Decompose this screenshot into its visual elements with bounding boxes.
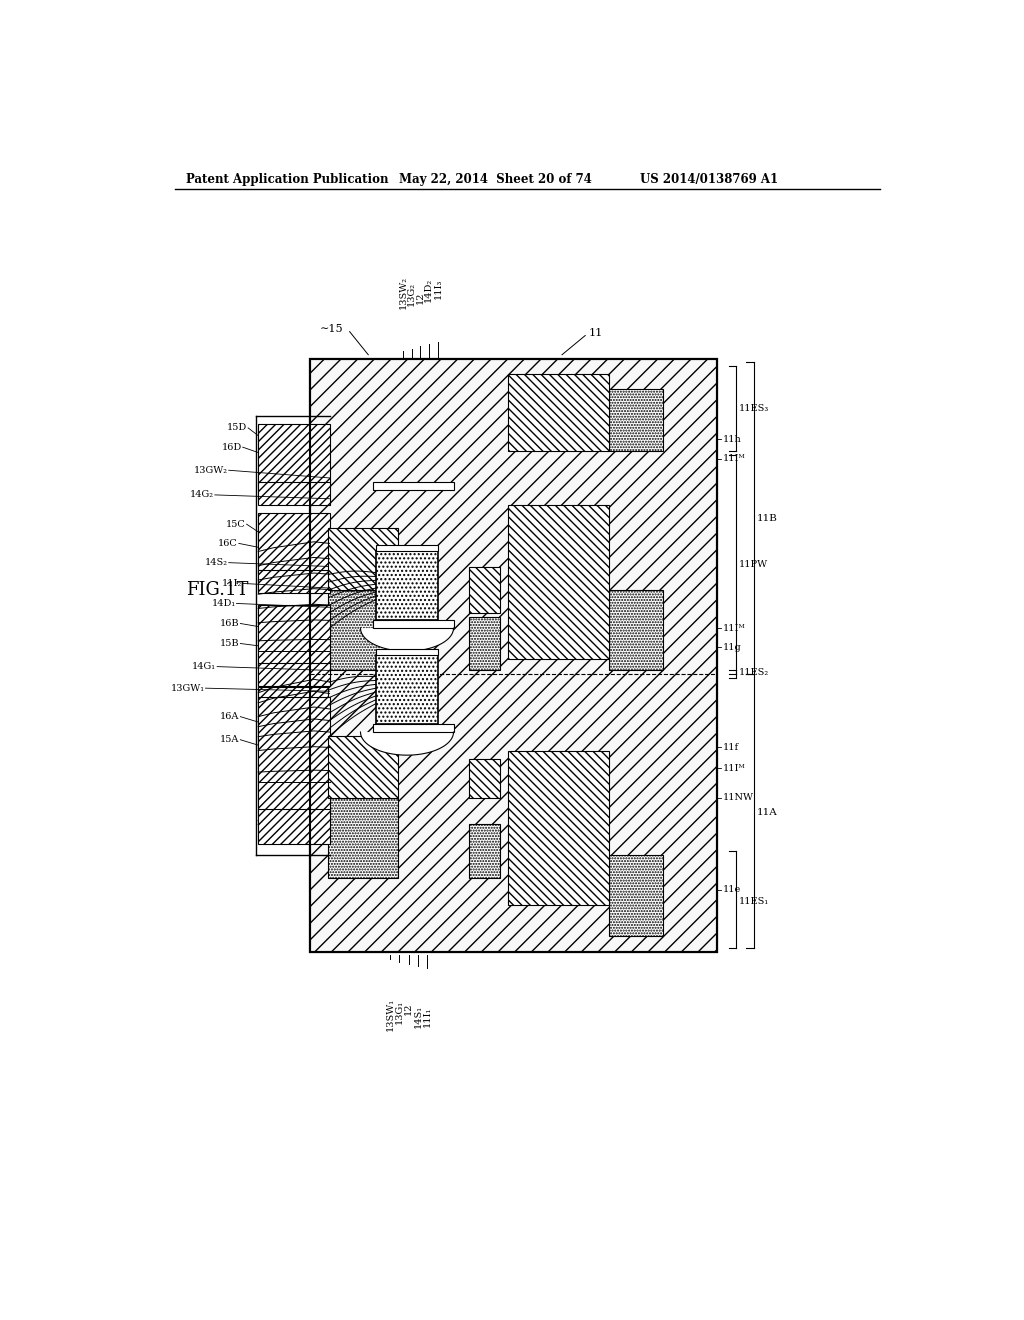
Text: 11ES₃: 11ES₃ (738, 404, 769, 413)
Text: 11ES₁: 11ES₁ (738, 898, 769, 906)
Bar (258, 688, 328, 807)
Polygon shape (360, 628, 454, 651)
Bar (376, 655, 438, 725)
Bar (469, 825, 500, 878)
Text: 11TOx: 11TOx (376, 725, 401, 733)
Text: ∼15: ∼15 (319, 325, 343, 334)
Bar (258, 605, 330, 667)
Text: 16C: 16C (218, 539, 238, 548)
Text: 14G₁: 14G₁ (397, 682, 417, 690)
Text: 11a: 11a (345, 759, 360, 767)
Bar (608, 590, 663, 671)
Bar (376, 545, 438, 552)
Text: 11g: 11g (722, 643, 741, 652)
Text: 15B: 15B (220, 639, 240, 648)
Bar (376, 552, 438, 620)
Text: 12: 12 (404, 1002, 413, 1015)
Text: 11B: 11B (757, 513, 777, 523)
Text: 14S₂: 14S₂ (205, 558, 228, 568)
Text: 11e: 11e (722, 886, 740, 895)
Text: 11Iᴹ: 11Iᴹ (722, 454, 745, 463)
Bar (508, 751, 608, 906)
Bar (373, 725, 455, 733)
Text: 13G₁: 13G₁ (394, 1001, 403, 1024)
Text: 11PW: 11PW (738, 560, 768, 569)
Bar (258, 482, 330, 506)
Text: 14G₁: 14G₁ (193, 663, 216, 671)
Bar (310, 359, 717, 952)
Text: 11h: 11h (722, 436, 741, 444)
Text: Patent Application Publication: Patent Application Publication (186, 173, 389, 186)
Text: 11A: 11A (757, 808, 777, 817)
Text: 11b: 11b (469, 777, 484, 787)
Text: 12: 12 (416, 292, 425, 304)
Text: 14D₁: 14D₁ (212, 599, 236, 609)
Bar (258, 512, 330, 574)
Text: 14G₂: 14G₂ (397, 578, 417, 586)
Bar (376, 649, 438, 655)
Text: 16D: 16D (221, 442, 242, 451)
Bar (508, 506, 608, 659)
Bar (328, 797, 397, 878)
Polygon shape (360, 733, 454, 755)
Bar (508, 374, 608, 451)
Text: 11TOx: 11TOx (376, 620, 401, 628)
Text: 11c: 11c (345, 586, 360, 594)
Text: 11Iᴹ: 11Iᴹ (722, 764, 745, 772)
Text: 16A: 16A (220, 713, 240, 721)
Bar (310, 359, 717, 952)
Bar (608, 389, 663, 451)
Bar (258, 809, 330, 843)
Bar (310, 359, 717, 952)
Text: 13GW₂: 13GW₂ (194, 466, 228, 475)
Bar (373, 482, 455, 490)
Bar (258, 663, 330, 686)
Text: 13SW₂: 13SW₂ (398, 276, 408, 309)
Text: 15D: 15D (227, 424, 248, 433)
Bar (373, 620, 455, 628)
Text: 14S₁: 14S₁ (414, 1005, 422, 1028)
Text: 11ES₂: 11ES₂ (738, 668, 769, 677)
Text: US 2014/0138769 A1: US 2014/0138769 A1 (640, 173, 777, 186)
Bar (608, 855, 663, 936)
Text: 11I₂: 11I₂ (221, 579, 242, 587)
Text: 11I₃: 11I₃ (433, 279, 442, 300)
Text: 14D₂: 14D₂ (424, 277, 433, 302)
Text: 11TOx: 11TOx (376, 482, 401, 490)
Text: 13GW₁: 13GW₁ (171, 684, 205, 693)
Bar (469, 616, 500, 671)
Bar (258, 697, 330, 813)
Text: 11f: 11f (722, 743, 738, 752)
Text: 11d: 11d (469, 605, 484, 612)
Text: 11CH₂: 11CH₂ (402, 616, 427, 624)
Text: 13G₂: 13G₂ (408, 282, 416, 306)
Bar (258, 424, 330, 486)
Bar (328, 528, 397, 590)
Bar (328, 737, 397, 797)
Text: 14G₂: 14G₂ (190, 491, 214, 499)
Text: 11I₁: 11I₁ (423, 1007, 432, 1027)
Text: FIG.1T: FIG.1T (186, 581, 249, 598)
Bar (328, 590, 397, 671)
Bar (258, 570, 330, 594)
Text: 13SW₁: 13SW₁ (385, 998, 394, 1031)
Text: 15A: 15A (220, 735, 240, 744)
Bar (469, 566, 500, 612)
Text: 11NW: 11NW (722, 793, 754, 803)
Text: May 22, 2014  Sheet 20 of 74: May 22, 2014 Sheet 20 of 74 (399, 173, 592, 186)
Text: 11Iᴹ: 11Iᴹ (722, 623, 745, 632)
Text: 15C: 15C (226, 520, 246, 528)
Text: 16B: 16B (220, 619, 240, 628)
Text: 11CH₁: 11CH₁ (402, 739, 427, 747)
Text: 11: 11 (589, 329, 602, 338)
Bar (469, 759, 500, 797)
